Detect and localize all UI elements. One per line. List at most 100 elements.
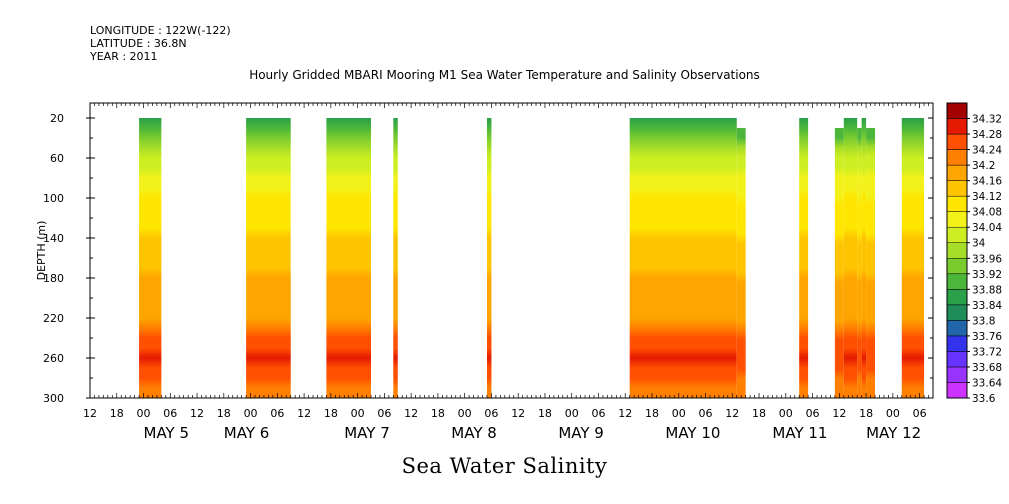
- colorbar-label: 34.08: [972, 207, 1002, 219]
- x-hour-label: 06: [163, 407, 177, 420]
- x-hour-label: 06: [591, 407, 605, 420]
- colorbar-swatch: [946, 258, 968, 275]
- x-day-label: MAY 11: [772, 424, 827, 442]
- x-hour-label: 18: [324, 407, 338, 420]
- chart-title: Hourly Gridded MBARI Mooring M1 Sea Wate…: [249, 68, 760, 82]
- x-day-label: MAY 5: [144, 424, 190, 442]
- x-hour-label: 06: [484, 407, 498, 420]
- x-hour-label: 00: [565, 407, 579, 420]
- x-day-label: MAY 7: [344, 424, 390, 442]
- y-tick-label: 100: [43, 192, 64, 205]
- x-hour-label: 00: [351, 407, 365, 420]
- x-day-label: MAY 10: [665, 424, 720, 442]
- x-day-label: MAY 12: [866, 424, 921, 442]
- x-hour-label: 06: [913, 407, 927, 420]
- colorbar-label: 34.28: [972, 129, 1002, 141]
- x-hour-label: 00: [672, 407, 686, 420]
- colorbar-label: 34.32: [972, 114, 1002, 126]
- colorbar-label: 33.96: [972, 253, 1002, 265]
- colorbar-swatch: [946, 180, 968, 197]
- colorbar-label: 33.64: [972, 377, 1002, 389]
- variable-label: Sea Water Salinity: [401, 454, 608, 478]
- colorbar-label: 34.04: [972, 222, 1002, 234]
- year-label: YEAR : 2011: [90, 50, 158, 63]
- data-segment: [901, 118, 925, 398]
- y-tick-label: 260: [43, 352, 64, 365]
- x-hour-label: 12: [190, 407, 204, 420]
- data-segment: [393, 118, 398, 398]
- data-segment: [736, 128, 746, 398]
- y-tick-label: 20: [50, 112, 64, 125]
- colorbar-label: 34.16: [972, 176, 1002, 188]
- y-tick-label: 140: [43, 232, 64, 245]
- x-hour-label: 12: [404, 407, 418, 420]
- x-hour-label: 00: [458, 407, 472, 420]
- colorbar-label: 33.68: [972, 362, 1002, 374]
- data-segment: [486, 118, 492, 398]
- data-segment: [861, 118, 867, 398]
- colorbar-swatch: [946, 351, 968, 368]
- colorbar-label: 34.12: [972, 191, 1002, 203]
- x-hour-label: 18: [217, 407, 231, 420]
- colorbar-swatch: [946, 289, 968, 306]
- x-day-label: MAY 9: [558, 424, 604, 442]
- colorbar-label: 33.76: [972, 331, 1002, 343]
- colorbar-swatch: [946, 118, 968, 135]
- colorbar-swatch: [946, 382, 968, 399]
- colorbar-label: 33.72: [972, 346, 1002, 358]
- x-hour-label: 12: [83, 407, 97, 420]
- y-tick-label: 220: [43, 312, 64, 325]
- colorbar-swatch: [946, 304, 968, 321]
- colorbar-frame: [946, 102, 968, 399]
- colorbar-label: 33.88: [972, 284, 1002, 296]
- data-segment: [326, 118, 371, 398]
- x-hour-label: 06: [806, 407, 820, 420]
- colorbar-label: 33.6: [972, 393, 996, 405]
- y-tick-label: 300: [43, 392, 64, 405]
- data-segments: [139, 118, 925, 398]
- x-hour-label: 00: [137, 407, 151, 420]
- plot-frame: [89, 102, 934, 399]
- colorbar-swatch: [946, 195, 968, 212]
- x-hour-label: 06: [270, 407, 284, 420]
- x-hour-label: 18: [110, 407, 124, 420]
- colorbar-label: 33.8: [972, 315, 995, 327]
- x-hour-label: 12: [832, 407, 846, 420]
- x-hour-label: 12: [297, 407, 311, 420]
- colorbar-swatch: [946, 226, 968, 243]
- x-hour-label: 06: [699, 407, 713, 420]
- x-hour-label: 18: [431, 407, 445, 420]
- data-segment: [866, 128, 876, 398]
- x-hour-label: 18: [538, 407, 552, 420]
- colorbar: 33.6 33.64 33.68 33.72 33.76 33.8 33.84 33.88 33…: [946, 102, 1002, 405]
- data-segment: [834, 128, 844, 398]
- colorbar-swatch: [946, 335, 968, 352]
- y-tick-label: 60: [50, 152, 64, 165]
- x-hour-label: 18: [752, 407, 766, 420]
- colorbar-label: 34: [972, 238, 986, 250]
- data-segment: [246, 118, 291, 398]
- colorbar-label: 34.2: [972, 160, 995, 172]
- data-segment: [139, 118, 162, 398]
- latitude-label: LATITUDE : 36.8N: [90, 37, 187, 50]
- x-day-label: MAY 8: [451, 424, 497, 442]
- colorbar-label: 33.84: [972, 300, 1002, 312]
- data-segment: [799, 118, 809, 398]
- colorbar-swatch: [946, 164, 968, 181]
- y-axis: 20 60 100 140 180 220 260 300 DEPTH (m): [35, 112, 933, 405]
- x-hour-label: 00: [779, 407, 793, 420]
- colorbar-swatch: [946, 133, 968, 150]
- data-segment: [629, 118, 737, 398]
- x-hour-label: 06: [377, 407, 391, 420]
- colorbar-swatch: [946, 320, 968, 337]
- data-segment: [843, 118, 858, 398]
- x-day-label: MAY 6: [224, 424, 270, 442]
- x-hour-label: 12: [618, 407, 632, 420]
- x-hour-label: 12: [511, 407, 525, 420]
- colorbar-swatch: [946, 149, 968, 166]
- colorbar-swatch: [946, 366, 968, 383]
- y-tick-label: 180: [43, 272, 64, 285]
- colorbar-label: 34.24: [972, 145, 1002, 157]
